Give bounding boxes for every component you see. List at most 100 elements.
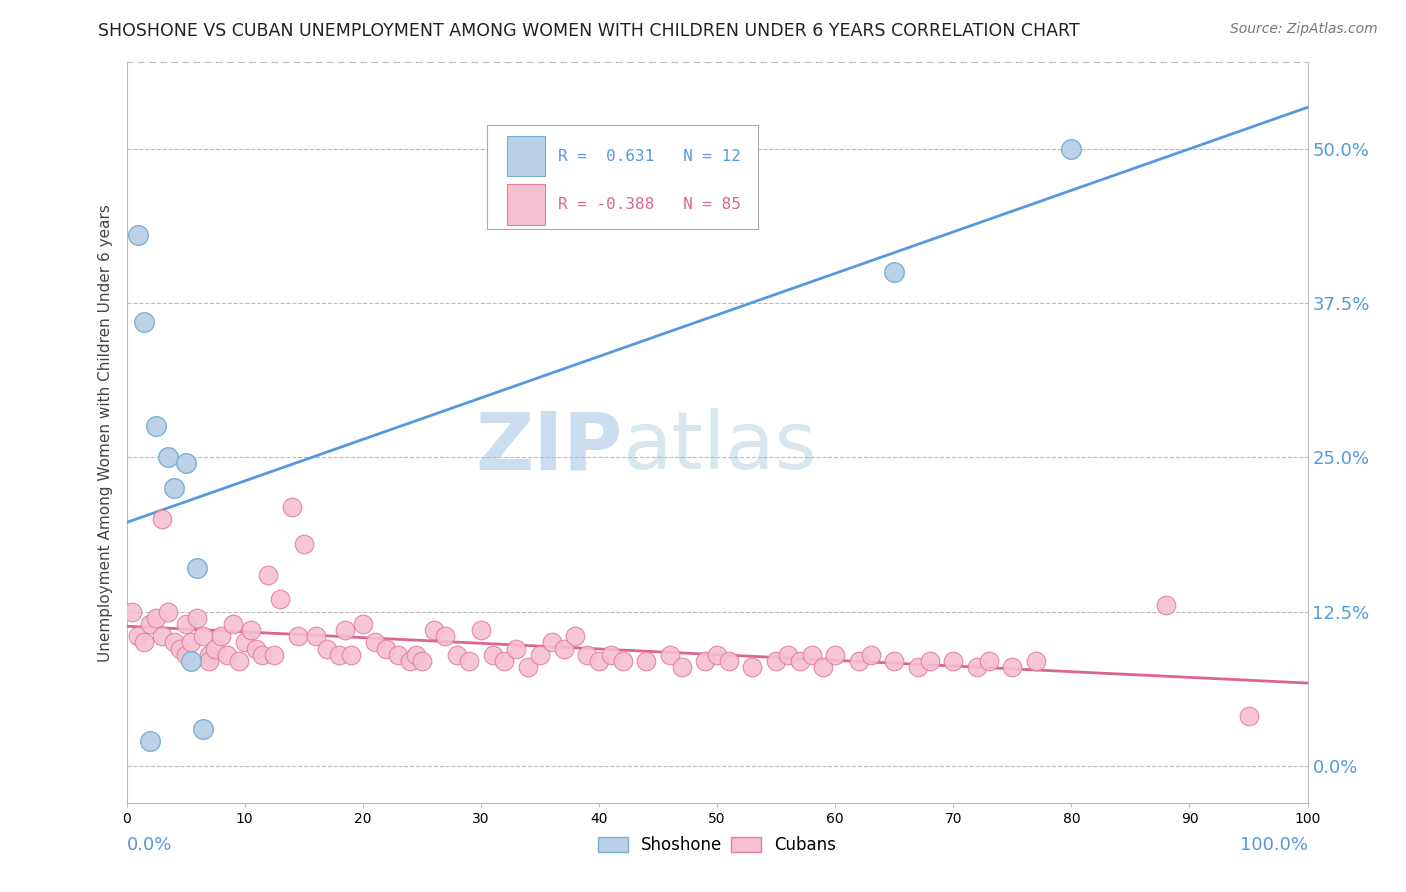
Point [636, 654, 658, 668]
Point [411, 654, 433, 668]
Point [352, 616, 374, 631]
Point [789, 654, 811, 668]
Point [1060, 142, 1083, 156]
Point [977, 654, 1000, 668]
Point [553, 641, 575, 656]
Point [494, 654, 516, 668]
Point [1025, 654, 1047, 668]
Point [1001, 660, 1024, 674]
Point [193, 629, 215, 643]
Point [193, 722, 215, 736]
Point [848, 654, 870, 668]
Point [1237, 709, 1260, 723]
Point [127, 228, 149, 243]
Legend: Shoshone, Cubans: Shoshone, Cubans [592, 830, 842, 861]
Point [292, 536, 315, 550]
Text: 0.0%: 0.0% [127, 836, 172, 855]
Point [174, 457, 197, 471]
Point [470, 623, 492, 637]
Point [156, 450, 179, 465]
Point [706, 648, 728, 662]
Point [1154, 599, 1177, 613]
FancyBboxPatch shape [506, 136, 544, 177]
Point [446, 648, 468, 662]
Point [529, 648, 551, 662]
Point [907, 660, 929, 674]
Point [883, 265, 905, 279]
Point [304, 629, 326, 643]
Point [150, 512, 173, 526]
Point [174, 616, 197, 631]
Point [883, 654, 905, 668]
Point [328, 648, 350, 662]
Point [263, 648, 285, 662]
Point [139, 734, 162, 748]
Point [588, 654, 610, 668]
Point [139, 616, 162, 631]
Text: atlas: atlas [623, 409, 817, 486]
Point [287, 629, 309, 643]
Point [316, 641, 339, 656]
Point [163, 481, 186, 495]
Point [333, 623, 356, 637]
FancyBboxPatch shape [486, 126, 758, 229]
Point [169, 641, 191, 656]
Point [156, 605, 179, 619]
Point [340, 648, 363, 662]
Point [918, 654, 941, 668]
Point [695, 654, 717, 668]
Point [363, 635, 385, 649]
Point [180, 635, 202, 649]
Text: 100.0%: 100.0% [1240, 836, 1308, 855]
Text: R =  0.631   N = 12: R = 0.631 N = 12 [558, 149, 741, 163]
Point [505, 641, 527, 656]
Point [717, 654, 740, 668]
Point [222, 616, 245, 631]
Point [198, 654, 221, 668]
Point [245, 641, 267, 656]
Text: R = -0.388   N = 85: R = -0.388 N = 85 [558, 196, 741, 211]
Point [145, 419, 167, 434]
Point [281, 500, 304, 514]
Point [671, 660, 693, 674]
Text: SHOSHONE VS CUBAN UNEMPLOYMENT AMONG WOMEN WITH CHILDREN UNDER 6 YEARS CORRELATI: SHOSHONE VS CUBAN UNEMPLOYMENT AMONG WOM… [98, 22, 1080, 40]
Point [269, 592, 291, 607]
Point [127, 629, 149, 643]
Point [599, 648, 621, 662]
Point [576, 648, 599, 662]
Point [198, 648, 221, 662]
Point [434, 629, 457, 643]
Point [564, 629, 586, 643]
Point [776, 648, 799, 662]
Point [228, 654, 250, 668]
Point [458, 654, 481, 668]
Point [204, 641, 226, 656]
Point [813, 660, 835, 674]
Point [186, 561, 208, 575]
Point [942, 654, 965, 668]
Point [215, 648, 238, 662]
Point [859, 648, 882, 662]
Point [387, 648, 409, 662]
Point [186, 610, 208, 624]
Point [174, 648, 197, 662]
Point [612, 654, 634, 668]
Point [145, 610, 167, 624]
Point [741, 660, 763, 674]
Point [121, 605, 143, 619]
Text: Source: ZipAtlas.com: Source: ZipAtlas.com [1230, 22, 1378, 37]
Point [824, 648, 846, 662]
Point [765, 654, 787, 668]
Point [405, 648, 427, 662]
Point [233, 635, 256, 649]
Y-axis label: Unemployment Among Women with Children Under 6 years: Unemployment Among Women with Children U… [98, 203, 114, 662]
Text: ZIP: ZIP [475, 409, 623, 486]
Point [422, 623, 444, 637]
Point [239, 623, 262, 637]
Point [966, 660, 988, 674]
Point [658, 648, 681, 662]
Point [209, 629, 232, 643]
Point [134, 314, 156, 328]
Point [134, 635, 156, 649]
Point [540, 635, 562, 649]
